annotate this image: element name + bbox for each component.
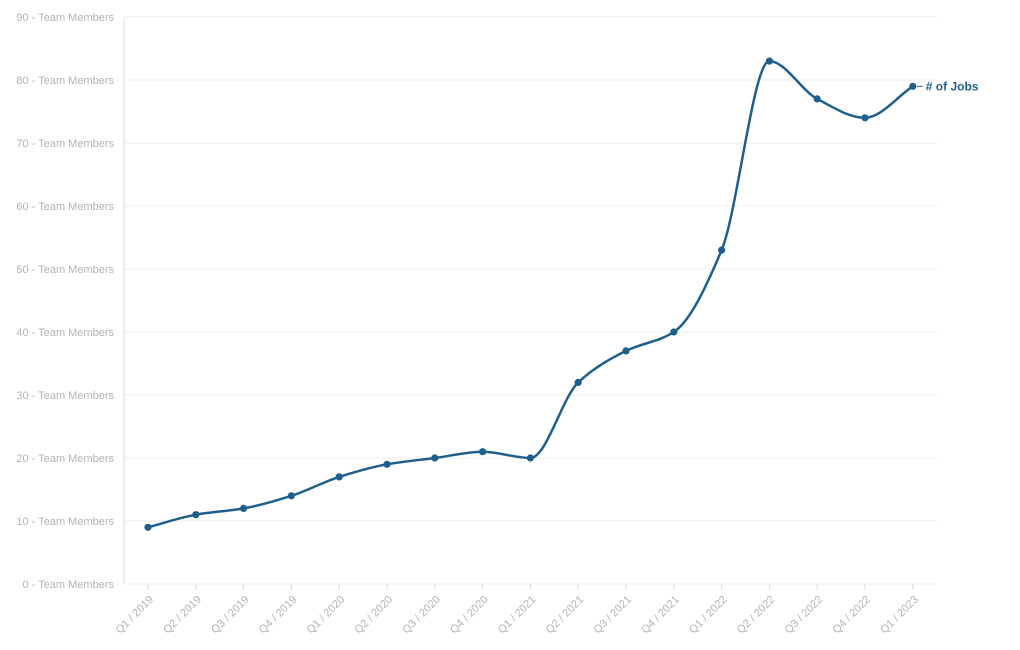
x-tick-label: Q4 / 2022 <box>830 594 873 637</box>
data-point <box>909 82 917 90</box>
data-point <box>813 95 821 103</box>
x-tick-label: Q3 / 2019 <box>209 594 252 637</box>
y-tick-label: 70 - Team Members <box>16 138 114 150</box>
x-tick-label: Q4 / 2020 <box>448 594 491 637</box>
x-tick-label: Q2 / 2021 <box>544 594 587 637</box>
x-tick-label: Q4 / 2019 <box>257 594 300 637</box>
x-tick-label: Q1 / 2023 <box>878 594 921 637</box>
data-point <box>335 473 343 481</box>
y-tick-label: 60 - Team Members <box>16 201 114 213</box>
x-tick-label: Q1 / 2019 <box>113 594 156 637</box>
x-tick-label: Q4 / 2021 <box>639 594 682 637</box>
y-tick-label: 10 - Team Members <box>16 516 114 528</box>
y-tick-label: 80 - Team Members <box>16 75 114 87</box>
y-tick-label: 90 - Team Members <box>16 12 114 24</box>
y-tick-label: 50 - Team Members <box>16 264 114 276</box>
data-point <box>670 328 678 336</box>
data-point <box>765 57 774 65</box>
data-point <box>574 378 582 386</box>
x-tick-label: Q1 / 2022 <box>687 594 730 637</box>
series-label: # of Jobs <box>926 79 979 93</box>
data-point <box>431 454 439 462</box>
data-point <box>287 492 295 500</box>
x-tick-label: Q1 / 2020 <box>305 594 348 637</box>
data-point <box>240 504 248 512</box>
data-point <box>192 511 200 519</box>
data-point <box>383 460 391 468</box>
series-group: # of Jobs <box>144 57 979 531</box>
x-tick-label: Q2 / 2019 <box>161 594 204 637</box>
y-tick-label: 20 - Team Members <box>16 453 114 465</box>
y-tick-label: 30 - Team Members <box>16 390 114 402</box>
data-point <box>479 448 487 456</box>
y-axis-ticks: 0 - Team Members 10 - Team Members 20 - Te… <box>16 12 114 591</box>
y-tick-label: 0 - Team Members <box>23 579 115 591</box>
x-tick-label: Q2 / 2022 <box>735 594 778 637</box>
data-point <box>861 114 869 122</box>
data-point <box>718 246 726 254</box>
data-point <box>526 454 535 462</box>
x-tick-label: Q3 / 2020 <box>400 594 443 637</box>
x-tick-label: Q3 / 2022 <box>783 594 826 637</box>
data-point <box>144 523 152 531</box>
gridlines <box>124 16 937 585</box>
x-tick-label: Q3 / 2021 <box>591 594 634 637</box>
x-tick-label: Q1 / 2021 <box>496 594 539 637</box>
data-point <box>622 347 630 355</box>
y-tick-label: 40 - Team Members <box>16 327 114 339</box>
x-axis-ticks: Q1 / 2019 Q2 / 2019 Q3 / 2019 Q4 / 2019 Q1 /… <box>113 584 921 637</box>
x-tick-label: Q2 / 2020 <box>352 594 395 637</box>
